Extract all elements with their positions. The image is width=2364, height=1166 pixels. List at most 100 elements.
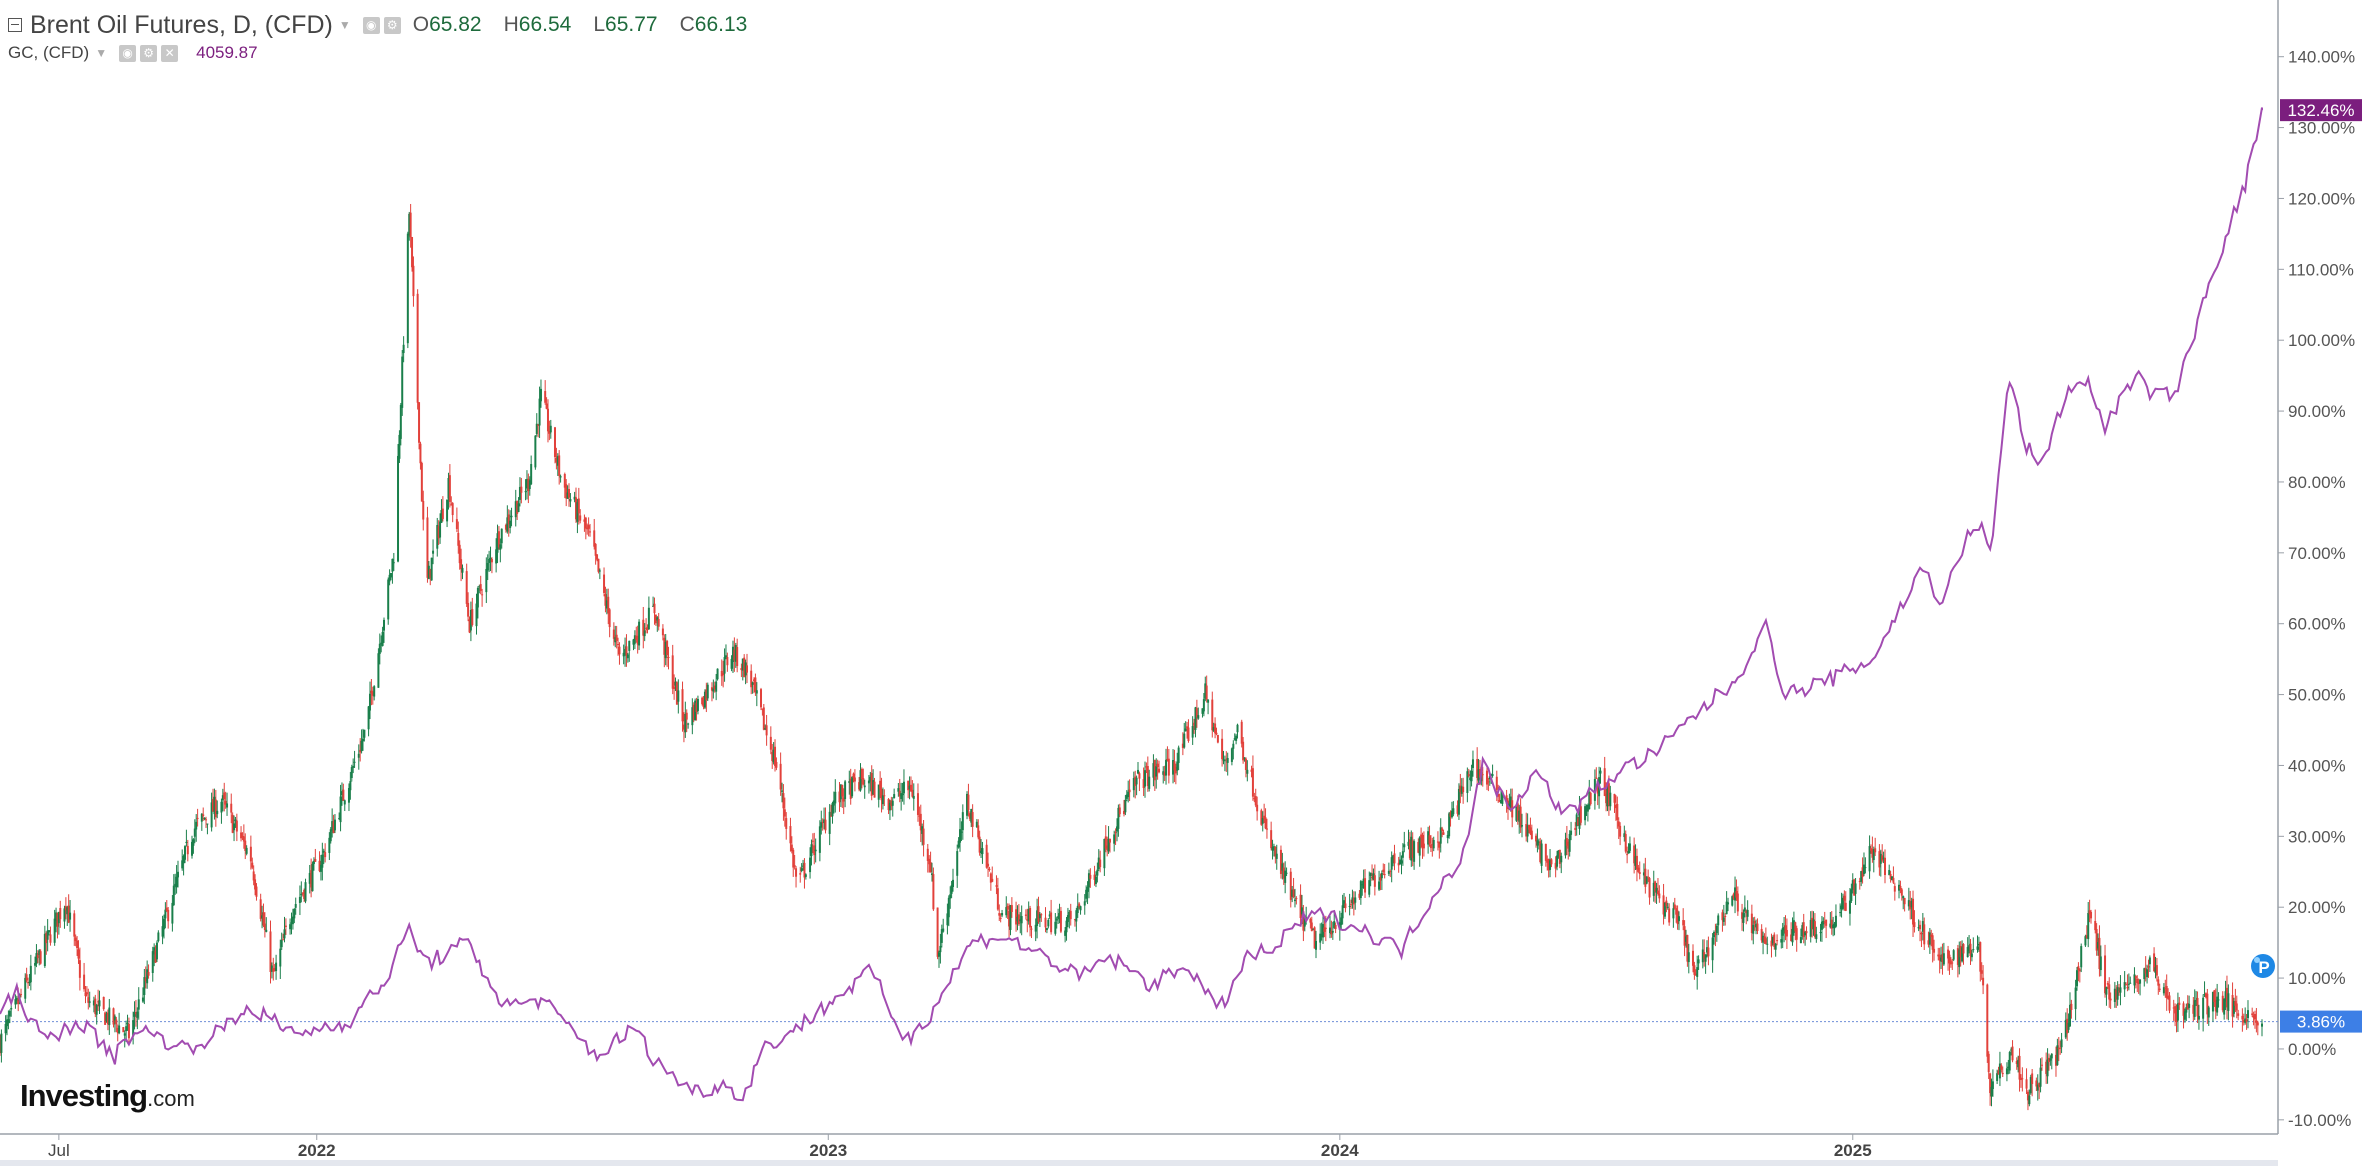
candle-body	[1343, 900, 1346, 908]
candle-body	[311, 863, 314, 892]
candle-body	[539, 388, 542, 402]
candle-body	[155, 942, 158, 960]
candle-body	[1261, 817, 1264, 824]
y-axis[interactable]: -10.00% 0.00% 10.00% 20.00% 30.00% 40.00% 50.0…	[2278, 48, 2355, 1130]
candle-body	[1930, 934, 1933, 937]
candle-body	[666, 640, 669, 656]
candle-body	[1951, 962, 1954, 964]
candle-body	[240, 832, 243, 839]
candle-body	[1766, 943, 1769, 945]
candle-body	[193, 828, 196, 837]
candle-body	[1694, 973, 1697, 976]
candle-body	[1785, 929, 1788, 937]
settings-icon[interactable]: ⚙	[140, 44, 158, 62]
candle-body	[1144, 770, 1147, 787]
time-scrollbar[interactable]	[0, 1160, 2278, 1166]
candle-body	[970, 808, 973, 823]
candle-body	[696, 699, 699, 711]
candle-body	[126, 1023, 129, 1025]
candle-body	[618, 646, 621, 655]
collapse-legend-icon[interactable]	[8, 18, 22, 32]
candle-body	[872, 780, 875, 795]
candle-body	[1487, 781, 1490, 783]
candle-body	[2174, 1006, 2177, 1014]
candle-body	[24, 977, 27, 999]
candle-body	[2021, 1078, 2024, 1080]
candle-body	[646, 627, 649, 631]
candle-body	[1655, 887, 1658, 893]
main-series-title[interactable]: Brent Oil Futures, D, (CFD)	[30, 10, 333, 39]
legend-compare-row: GC, (CFD) ▼ ◉ ⚙ ✕ 4059.87	[8, 40, 761, 66]
candle-body	[1125, 794, 1128, 799]
candle-body	[2060, 1039, 2063, 1048]
candle-body	[1135, 777, 1138, 785]
candle-body	[2216, 996, 2219, 1013]
candle-body	[755, 690, 758, 694]
chevron-down-icon[interactable]: ▼	[338, 18, 351, 32]
candle-body	[1682, 920, 1685, 926]
candle-body	[1884, 857, 1886, 876]
candle-body	[2005, 1068, 2008, 1075]
alert-marker[interactable]: P	[2251, 954, 2275, 978]
candle-body	[1881, 855, 1884, 861]
candle-body	[583, 519, 586, 522]
candle-body	[94, 998, 97, 1015]
candle-body	[2206, 993, 2209, 1015]
candle-body	[594, 543, 597, 556]
candle-body	[2167, 996, 2170, 999]
ohlc-open: O65.82	[413, 13, 482, 37]
candle-body	[1331, 930, 1334, 933]
candle-body	[828, 811, 831, 834]
candle-body	[1330, 931, 1333, 935]
candle-body	[74, 937, 77, 942]
candle-body	[2244, 1018, 2247, 1023]
close-icon[interactable]: ✕	[161, 44, 179, 62]
candle-body	[664, 641, 667, 659]
candle-body	[183, 846, 186, 860]
candle-body	[1498, 800, 1501, 802]
compare-series-title[interactable]: GC, (CFD)	[8, 43, 90, 62]
candle-body	[1045, 928, 1048, 931]
candle-body	[1172, 760, 1175, 775]
candle-body	[1586, 804, 1589, 812]
candle-body	[172, 885, 175, 906]
candle-body	[343, 800, 346, 805]
candle-body	[164, 909, 167, 919]
candle-body	[1291, 889, 1294, 897]
candle-body	[1727, 902, 1730, 905]
candle-body	[1539, 841, 1542, 862]
candle-body	[2070, 1003, 2073, 1011]
candle-body	[860, 768, 863, 780]
candle-body	[1107, 838, 1110, 852]
candle-body	[1917, 926, 1920, 929]
candle-body	[157, 932, 160, 941]
candle-body	[527, 478, 530, 492]
candle-body	[1949, 960, 1952, 965]
candle-body	[1047, 919, 1050, 927]
candle-body	[430, 557, 433, 581]
x-axis[interactable]: Jul 2022 2023 2024 2025	[48, 1134, 1872, 1160]
candle-body	[764, 728, 767, 730]
candle-body	[579, 515, 582, 521]
candle-body	[214, 799, 217, 818]
candle-body	[1499, 799, 1502, 804]
settings-icon[interactable]: ⚙	[383, 16, 401, 34]
candle-body	[524, 491, 527, 493]
visibility-icon[interactable]: ◉	[362, 16, 380, 34]
candle-body	[1516, 803, 1519, 821]
candle-body	[1008, 911, 1011, 927]
candle-body	[1284, 870, 1287, 883]
candle-body	[1991, 1081, 1994, 1090]
candle-body	[566, 492, 569, 499]
candle-body	[967, 794, 970, 811]
candle-body	[1410, 836, 1413, 861]
chevron-down-icon[interactable]: ▼	[95, 46, 108, 60]
candle-body	[106, 1012, 109, 1025]
candle-body	[1892, 877, 1895, 883]
candle-body	[775, 762, 778, 768]
visibility-icon[interactable]: ◉	[119, 44, 137, 62]
candle-body	[432, 550, 435, 554]
candle-body	[318, 860, 321, 872]
candle-body	[2213, 990, 2216, 1003]
